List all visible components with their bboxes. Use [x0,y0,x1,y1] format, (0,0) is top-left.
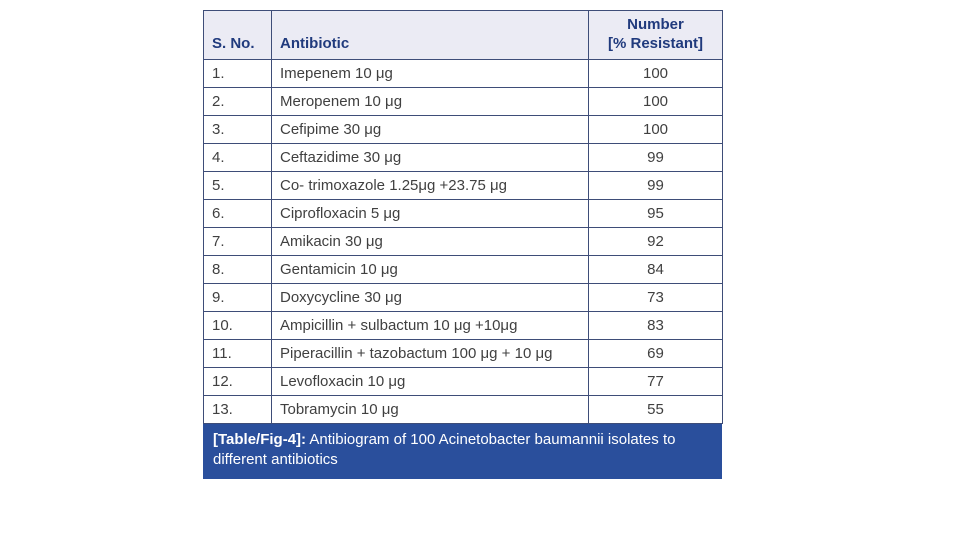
table-row: 2. Meropenem 10 μg 100 [203,86,723,116]
row-serial-number: 8. [203,254,272,284]
row-serial-number: 3. [203,114,272,144]
row-resistant-value: 92 [588,226,723,256]
antibiogram-table-figure: S. No. Antibiotic Number [% Resistant] 1… [203,10,723,479]
row-serial-number: 10. [203,310,272,340]
table-header: S. No. Antibiotic Number [% Resistant] [203,10,723,60]
row-serial-number: 12. [203,366,272,396]
row-resistant-value: 100 [588,114,723,144]
row-serial-number: 7. [203,226,272,256]
row-antibiotic: Levofloxacin 10 μg [271,366,589,396]
row-serial-number: 1. [203,58,272,88]
row-resistant-value: 99 [588,142,723,172]
table-row: 12. Levofloxacin 10 μg 77 [203,366,723,396]
table-row: 9. Doxycycline 30 μg 73 [203,282,723,312]
row-resistant-value: 69 [588,338,723,368]
row-antibiotic: Doxycycline 30 μg [271,282,589,312]
table-row: 1. Imepenem 10 μg 100 [203,58,723,88]
table-row: 4. Ceftazidime 30 μg 99 [203,142,723,172]
table-row: 6. Ciprofloxacin 5 μg 95 [203,198,723,228]
row-antibiotic: Ciprofloxacin 5 μg [271,198,589,228]
row-resistant-value: 99 [588,170,723,200]
table-row: 3. Cefipime 30 μg 100 [203,114,723,144]
row-antibiotic: Meropenem 10 μg [271,86,589,116]
row-resistant-value: 100 [588,86,723,116]
caption-text: Antibiogram of 100 Acinetobacter baumann… [213,430,676,469]
row-resistant-value: 77 [588,366,723,396]
row-antibiotic: Cefipime 30 μg [271,114,589,144]
row-resistant-value: 55 [588,394,723,424]
header-number-line1: Number [627,16,684,33]
row-serial-number: 9. [203,282,272,312]
row-antibiotic: Gentamicin 10 μg [271,254,589,284]
row-resistant-value: 84 [588,254,723,284]
row-serial-number: 6. [203,198,272,228]
row-resistant-value: 100 [588,58,723,88]
row-antibiotic: Co- trimoxazole 1.25μg +23.75 μg [271,170,589,200]
table-row: 11. Piperacillin + tazobactum 100 μg + 1… [203,338,723,368]
row-antibiotic: Piperacillin + tazobactum 100 μg + 10 μg [271,338,589,368]
row-antibiotic: Tobramycin 10 μg [271,394,589,424]
table-row: 5. Co- trimoxazole 1.25μg +23.75 μg 99 [203,170,723,200]
row-antibiotic: Amikacin 30 μg [271,226,589,256]
table-row: 7. Amikacin 30 μg 92 [203,226,723,256]
row-serial-number: 4. [203,142,272,172]
header-percent-resistant: Number [% Resistant] [588,10,723,60]
header-row: S. No. Antibiotic Number [% Resistant] [203,10,723,60]
table-row: 8. Gentamicin 10 μg 84 [203,254,723,284]
row-serial-number: 5. [203,170,272,200]
header-antibiotic: Antibiotic [271,10,589,60]
table-caption: [Table/Fig-4]: Antibiogram of 100 Acinet… [203,423,722,479]
row-serial-number: 11. [203,338,272,368]
antibiogram-table: S. No. Antibiotic Number [% Resistant] 1… [203,10,723,424]
row-antibiotic: Ceftazidime 30 μg [271,142,589,172]
row-resistant-value: 83 [588,310,723,340]
row-resistant-value: 73 [588,282,723,312]
row-antibiotic: Ampicillin + sulbactum 10 μg +10μg [271,310,589,340]
caption-figure-label: [Table/Fig-4]: [213,430,307,448]
header-serial-number: S. No. [203,10,272,60]
row-serial-number: 2. [203,86,272,116]
row-serial-number: 13. [203,394,272,424]
row-resistant-value: 95 [588,198,723,228]
table-body: 1. Imepenem 10 μg 100 2. Meropenem 10 μg… [203,58,723,424]
table-row: 10. Ampicillin + sulbactum 10 μg +10μg 8… [203,310,723,340]
table-row: 13. Tobramycin 10 μg 55 [203,394,723,424]
row-antibiotic: Imepenem 10 μg [271,58,589,88]
header-number-line2: [% Resistant] [607,34,704,52]
